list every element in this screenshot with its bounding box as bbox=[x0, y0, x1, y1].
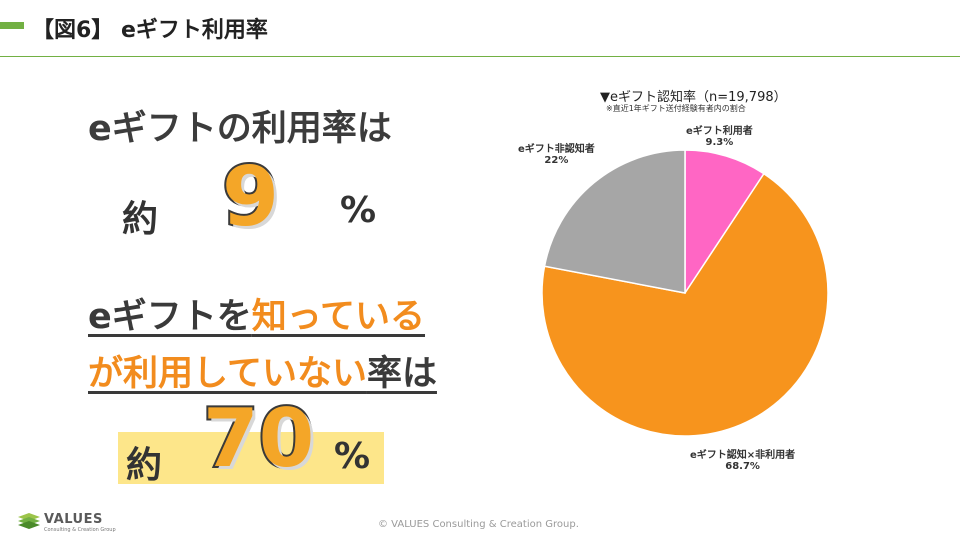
values-logo-icon bbox=[18, 513, 40, 529]
page-title: 【図6】 eギフト利用率 bbox=[32, 18, 268, 43]
nonuse-rate-value: 70 bbox=[201, 390, 316, 487]
logo-subtext: Consulting & Creation Group bbox=[44, 527, 116, 533]
slice-label-aware-nonuser-value: 68.7% bbox=[725, 461, 760, 472]
nonuse-highlight bbox=[118, 432, 384, 484]
aware-line-2-orange: が利用していない bbox=[88, 354, 367, 394]
approx-label: 約 bbox=[122, 199, 159, 240]
percent-label-2: % bbox=[334, 436, 371, 477]
logo-text: VALUES bbox=[44, 512, 103, 527]
slice-label-user: eギフト利用者 9.3% bbox=[686, 122, 753, 148]
slice-label-aware-nonuser: eギフト認知×非利用者 68.7% bbox=[690, 446, 795, 472]
slice-label-unaware: eギフト非認知者 22% bbox=[518, 140, 595, 166]
title-accent-bar bbox=[0, 22, 24, 29]
slice-label-unaware-name: eギフト非認知者 bbox=[518, 144, 595, 155]
approx-label-2: 約 bbox=[126, 445, 163, 486]
aware-line-2: が利用していない率は bbox=[88, 345, 437, 396]
pie-chart bbox=[541, 149, 829, 437]
chart-subtitle: ※直近1年ギフト送付経験有者内の割合 bbox=[606, 104, 746, 113]
slice-label-user-name: eギフト利用者 bbox=[686, 126, 753, 137]
aware-line-1-dark: eギフトを bbox=[88, 297, 252, 337]
percent-label: % bbox=[340, 190, 377, 231]
pie-slice-user bbox=[684, 149, 765, 296]
slice-label-user-value: 9.3% bbox=[705, 137, 734, 148]
copyright: © VALUES Consulting & Creation Group. bbox=[378, 519, 579, 530]
aware-line-1: eギフトを知っている bbox=[88, 288, 425, 339]
usage-rate-value: 9 bbox=[220, 148, 281, 247]
aware-line-1-orange: 知っている bbox=[251, 297, 426, 337]
usage-headline: eギフトの利用率は bbox=[88, 109, 392, 149]
chart-title: ▼eギフト認知率（n=19,798） bbox=[600, 90, 787, 105]
pie-slice-unaware bbox=[543, 149, 686, 294]
slice-label-aware-nonuser-name: eギフト認知×非利用者 bbox=[690, 450, 796, 461]
pie-slice-aware-nonuser bbox=[541, 172, 829, 437]
aware-line-2-dark: 率は bbox=[366, 354, 437, 394]
slice-label-unaware-value: 22% bbox=[544, 155, 569, 166]
title-divider bbox=[0, 56, 960, 57]
